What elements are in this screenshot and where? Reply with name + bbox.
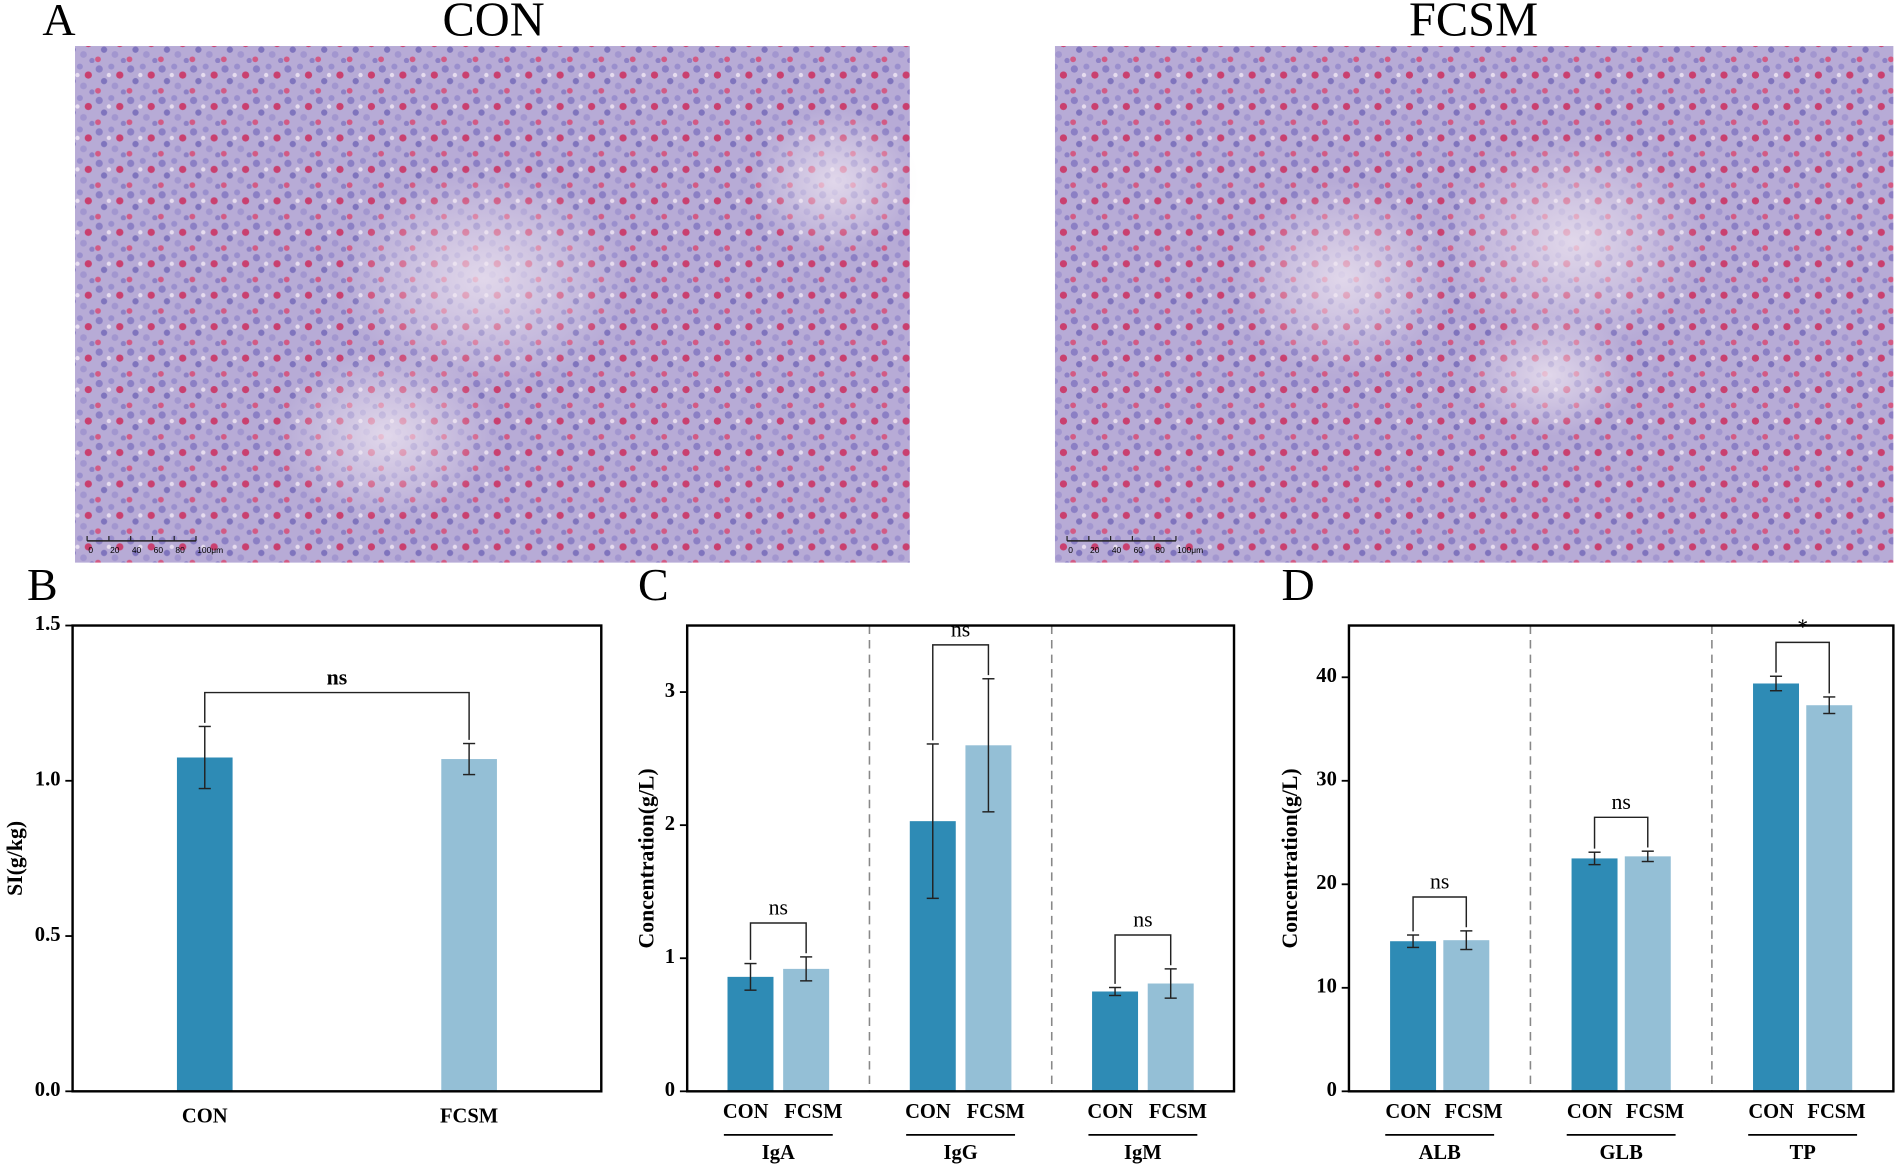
x-tick-label: CON — [1385, 1101, 1431, 1123]
plot-frame — [71, 624, 603, 1093]
plot-frame — [685, 624, 1236, 1093]
x-tick-label: CON — [723, 1101, 769, 1123]
image-title: CON — [443, 0, 545, 46]
micrograph — [75, 46, 920, 563]
y-axis-label: Concentration(g/L) — [1278, 768, 1302, 948]
significance-bracket — [1593, 816, 1649, 849]
significance-label: ns — [951, 618, 970, 642]
significance-label: ns — [1133, 908, 1152, 932]
bar — [1806, 705, 1853, 1092]
x-tick-label: FCSM — [440, 1106, 498, 1128]
scale-label: 0 — [1068, 545, 1073, 555]
y-axis-label: Concentration(g/L) — [634, 768, 658, 948]
significance-bracket — [932, 644, 990, 741]
y-tick-label: 0 — [1327, 1079, 1337, 1101]
scale-label: 100μm — [197, 545, 223, 555]
significance-label: ns — [769, 896, 788, 920]
x-tick-label: CON — [1567, 1101, 1613, 1123]
group-label: GLB — [1599, 1142, 1643, 1164]
y-tick-label: 20 — [1316, 872, 1337, 894]
group-label: ALB — [1419, 1142, 1462, 1164]
image-title: FCSM — [1409, 0, 1538, 46]
y-tick-label: 0 — [665, 1079, 675, 1101]
panel-label: B — [27, 559, 58, 610]
significance-label: ns — [1611, 790, 1630, 814]
x-tick-label: FCSM — [967, 1101, 1025, 1123]
scale-label: 20 — [110, 545, 120, 555]
significance-bracket — [749, 922, 807, 960]
scale-label: 80 — [175, 545, 185, 555]
y-tick-label: 0.0 — [35, 1079, 61, 1101]
group-label: IgG — [943, 1142, 977, 1164]
bar — [1753, 683, 1800, 1092]
scale-label: 40 — [1112, 545, 1122, 555]
significance-label: ns — [327, 665, 348, 689]
scale-label: 60 — [1134, 545, 1144, 555]
bar — [1624, 856, 1671, 1092]
x-tick-label: CON — [905, 1101, 951, 1123]
y-tick-label: 1.0 — [35, 769, 61, 791]
micrograph — [1054, 46, 1894, 563]
x-tick-label: FCSM — [784, 1101, 842, 1123]
bar — [783, 968, 830, 1092]
group-label: IgM — [1124, 1142, 1162, 1164]
scale-label: 100μm — [1177, 545, 1203, 555]
bar — [1571, 858, 1618, 1092]
panel-label: A — [42, 0, 75, 45]
scale-label: 0 — [88, 545, 93, 555]
y-tick-label: 40 — [1316, 665, 1337, 687]
x-tick-label: FCSM — [1149, 1101, 1207, 1123]
x-tick-label: FCSM — [1444, 1101, 1502, 1123]
bar — [1390, 941, 1437, 1092]
y-axis-label: SI(g/kg) — [3, 821, 27, 896]
significance-bracket — [1114, 934, 1172, 984]
scale-label: 80 — [1155, 545, 1165, 555]
x-tick-label: FCSM — [1626, 1101, 1684, 1123]
bar — [441, 759, 497, 1092]
x-tick-label: CON — [182, 1106, 228, 1128]
significance-bracket — [204, 691, 470, 740]
bar — [1147, 983, 1194, 1092]
panel-label: D — [1282, 559, 1315, 610]
y-tick-label: 1.5 — [35, 613, 61, 635]
bar — [176, 757, 233, 1092]
plot-frame — [1347, 624, 1895, 1093]
y-tick-label: 10 — [1316, 976, 1337, 998]
significance-label: ns — [1430, 870, 1449, 894]
y-tick-label: 1 — [665, 946, 675, 968]
scale-label: 20 — [1090, 545, 1100, 555]
x-tick-label: CON — [1748, 1101, 1794, 1123]
significance-bracket — [1775, 641, 1830, 694]
x-tick-label: FCSM — [1807, 1101, 1865, 1123]
bar — [1443, 940, 1490, 1092]
group-label: IgA — [762, 1142, 795, 1164]
scale-label: 40 — [132, 545, 142, 555]
significance-label: * — [1797, 615, 1808, 639]
bar — [1092, 991, 1139, 1092]
y-tick-label: 3 — [665, 680, 675, 702]
x-tick-label: CON — [1087, 1101, 1133, 1123]
y-tick-label: 0.5 — [35, 924, 61, 946]
significance-bracket — [1412, 896, 1468, 932]
scale-label: 60 — [154, 545, 164, 555]
bar — [727, 976, 774, 1092]
panel-label: C — [638, 559, 669, 610]
y-tick-label: 30 — [1316, 769, 1337, 791]
y-tick-label: 2 — [665, 813, 675, 835]
group-label: TP — [1790, 1142, 1816, 1164]
